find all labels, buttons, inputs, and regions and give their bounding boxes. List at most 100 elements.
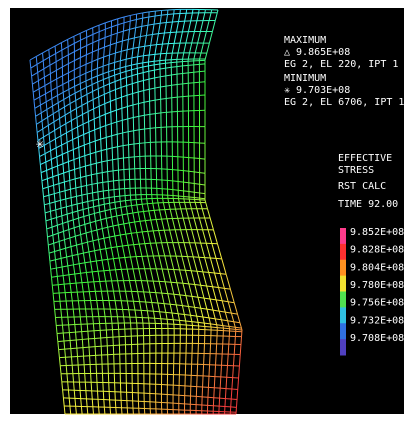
mesh-line (188, 83, 194, 84)
mesh-line (211, 327, 217, 328)
mesh-line (200, 173, 205, 174)
mesh-line (145, 220, 150, 221)
mesh-line (78, 127, 79, 137)
mesh-line (52, 99, 53, 107)
mesh-line (137, 57, 138, 64)
mesh-line (217, 328, 223, 329)
mesh-line (109, 190, 114, 191)
mesh-line (93, 193, 94, 200)
mesh-line (103, 57, 104, 66)
mesh-line (55, 139, 56, 148)
mesh-line (81, 399, 82, 407)
mesh-line (113, 258, 119, 259)
mesh-line (99, 97, 100, 106)
mesh-line (225, 389, 226, 399)
mesh-line (171, 62, 177, 63)
mesh-line (151, 45, 157, 46)
mesh-line (69, 89, 70, 96)
min-location: EG 2, EL 6706, IPT 1 (284, 97, 404, 108)
mesh-line (172, 97, 178, 98)
mesh-line (82, 339, 83, 347)
mesh-line (51, 91, 52, 99)
mesh-line (142, 231, 147, 232)
mesh-line (184, 191, 189, 192)
mesh-line (62, 145, 63, 154)
mesh-line (183, 65, 189, 66)
mesh-line (89, 132, 90, 143)
mesh-line (85, 166, 86, 176)
mesh-line (183, 182, 188, 183)
mesh-line (68, 152, 69, 162)
mesh-line (231, 389, 232, 399)
mesh-line (123, 23, 124, 31)
mesh-line (64, 340, 70, 341)
mesh-line (63, 164, 64, 173)
mesh-line (203, 272, 209, 273)
max-location: EG 2, EL 220, IPT 1 (284, 59, 398, 70)
mesh-line (173, 181, 178, 182)
mesh-line (222, 354, 223, 365)
mesh-line (180, 295, 186, 296)
mesh-line (71, 198, 72, 206)
mesh-line (205, 326, 211, 327)
min-marker: ✳ (36, 136, 45, 152)
mesh-line (66, 199, 67, 207)
mesh-line (166, 98, 172, 99)
mesh-line (158, 303, 164, 304)
mesh-line (160, 312, 166, 313)
color-swatch (340, 260, 346, 276)
mesh-line (89, 122, 90, 133)
mesh-line (73, 150, 74, 160)
mesh-line (82, 195, 83, 203)
mesh-line (58, 341, 64, 342)
mesh-line (79, 147, 80, 157)
mesh-line (167, 319, 173, 320)
mesh-line (171, 282, 177, 283)
mesh-line (71, 112, 72, 121)
mesh-line (87, 407, 88, 414)
mesh-line (145, 128, 150, 129)
mesh-line (194, 199, 195, 202)
mesh-line (98, 49, 99, 59)
mesh-line (215, 365, 216, 377)
mesh-line (49, 57, 50, 65)
mesh-line (150, 128, 155, 129)
mesh-line (184, 196, 189, 197)
mesh-line (149, 54, 155, 55)
mesh-line (194, 172, 199, 173)
color-swatch (340, 276, 346, 292)
mesh-line (134, 244, 140, 245)
mesh-line (104, 38, 105, 48)
mesh-line (172, 313, 178, 314)
legend-label: 9.852E+08 (350, 227, 404, 238)
mesh-line (109, 55, 110, 64)
mesh-line (103, 182, 104, 191)
mesh-line (189, 171, 194, 172)
mesh-line (81, 177, 82, 186)
mesh-line (76, 109, 77, 118)
mesh-line (64, 99, 65, 106)
mesh-line (81, 273, 87, 274)
mesh-line (118, 170, 123, 171)
mesh-line (77, 348, 78, 356)
mesh-line (75, 325, 76, 333)
mesh-line (122, 245, 128, 246)
mesh-line (155, 318, 156, 323)
mesh-line (93, 91, 94, 99)
mesh-line (43, 53, 44, 61)
mesh-line (197, 271, 203, 272)
mesh-line (223, 328, 229, 329)
mesh-line (82, 105, 83, 114)
mesh-line (130, 317, 131, 323)
mesh-line (189, 284, 195, 285)
mesh-line (65, 349, 71, 350)
mesh-line (153, 311, 159, 312)
mesh-line (80, 390, 81, 398)
mesh-line (143, 211, 148, 212)
mesh-line (88, 201, 89, 208)
mesh-line (81, 406, 82, 414)
mesh-line (97, 183, 98, 192)
mesh-line (235, 336, 236, 344)
mesh-line (192, 9, 193, 13)
mesh-line (167, 180, 172, 181)
